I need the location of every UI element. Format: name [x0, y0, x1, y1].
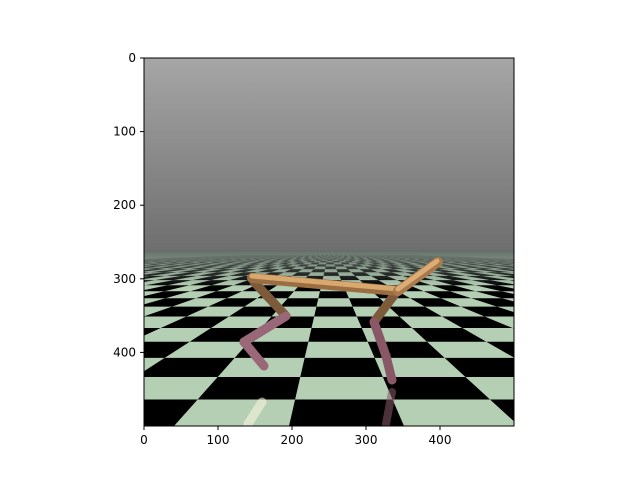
- floor-tile: [289, 399, 404, 426]
- x-tick-label: 400: [429, 433, 452, 447]
- y-tick-label: 0: [128, 51, 136, 65]
- front-foot: [381, 351, 397, 385]
- y-tick-label: 300: [113, 272, 136, 286]
- floor-tile: [144, 264, 148, 265]
- floor-tile: [74, 291, 139, 298]
- floor-reflections: [243, 388, 396, 426]
- floor-tile: [208, 298, 258, 307]
- x-axis: 0 100 200 300 400: [140, 426, 451, 447]
- floor-tile: [348, 298, 389, 307]
- floor-tile: [382, 376, 491, 400]
- floor-tile: [99, 261, 140, 263]
- floor-tile: [144, 357, 235, 377]
- floor-tile: [59, 307, 136, 317]
- floor-tile: [86, 264, 131, 266]
- head-highlight: [395, 258, 440, 292]
- floor-tile: [511, 272, 514, 273]
- floor-tile: [195, 291, 243, 299]
- y-tick-label: 400: [113, 345, 136, 359]
- floor-tile: [93, 259, 134, 260]
- floor-tile: [518, 269, 565, 272]
- torso-highlight: [249, 273, 401, 292]
- front-shin: [369, 317, 391, 361]
- y-tick-label: 100: [113, 125, 136, 139]
- floor-tile: [314, 306, 357, 317]
- floor-tile: [460, 306, 514, 317]
- floor-tile: [144, 285, 146, 286]
- floor-tile: [98, 262, 140, 264]
- floor-tile: [520, 262, 562, 264]
- floor-tile: [144, 341, 190, 358]
- floor-tile: [410, 298, 461, 307]
- floor-tile: [300, 357, 383, 377]
- floor-tile: [308, 328, 368, 342]
- floor-tile: [144, 306, 209, 317]
- back-thigh: [249, 277, 291, 321]
- floor-tile: [105, 259, 144, 260]
- floor-tile: [144, 298, 196, 307]
- floor-tile: [527, 316, 613, 328]
- floor-tile: [160, 316, 229, 329]
- floor-tile: [3, 377, 135, 399]
- floor-tile: [471, 298, 514, 307]
- floor-tile: [490, 399, 514, 422]
- y-tick-label: 200: [113, 198, 136, 212]
- plot-frame: [143, 57, 515, 427]
- floor-tile: [280, 298, 319, 307]
- floor-tile: [144, 399, 198, 426]
- sky-gradient: [144, 58, 514, 252]
- floor-tile: [64, 298, 135, 306]
- floor-tile: [60, 316, 144, 328]
- floor-tile: [388, 306, 442, 317]
- x-tick-label: 200: [281, 433, 304, 447]
- floor-tile: [520, 261, 561, 263]
- floor-tile: [98, 267, 143, 270]
- floor-tile: [144, 291, 191, 299]
- y-axis: 0 100 200 300 400: [113, 51, 144, 359]
- x-tick-label: 100: [207, 433, 230, 447]
- x-tick-label: 300: [355, 433, 378, 447]
- floor-tile: [512, 328, 514, 329]
- back-foot: [239, 337, 269, 371]
- floor-tile: [228, 306, 281, 317]
- floor-tile: [318, 291, 349, 299]
- floor-tile: [197, 376, 301, 400]
- floor-tile: [518, 267, 563, 270]
- floor-tile: [441, 316, 513, 329]
- floor-tile: [527, 291, 593, 298]
- floor-tile: [412, 328, 487, 342]
- floor-tile: [486, 341, 514, 358]
- floor-tile: [516, 259, 555, 260]
- floor-tile: [444, 357, 514, 377]
- floor-tile: [513, 264, 514, 265]
- half-cheetah-robot: [239, 257, 443, 385]
- floor-tile: [519, 285, 579, 291]
- floor-tile: [423, 291, 472, 299]
- floor-tile: [475, 291, 514, 299]
- plot-area: [3, 58, 613, 426]
- back-shin-stroke: [239, 311, 291, 347]
- floor-tile: [508, 280, 514, 282]
- floor-tile: [144, 328, 161, 336]
- x-tick-label: 0: [140, 433, 148, 447]
